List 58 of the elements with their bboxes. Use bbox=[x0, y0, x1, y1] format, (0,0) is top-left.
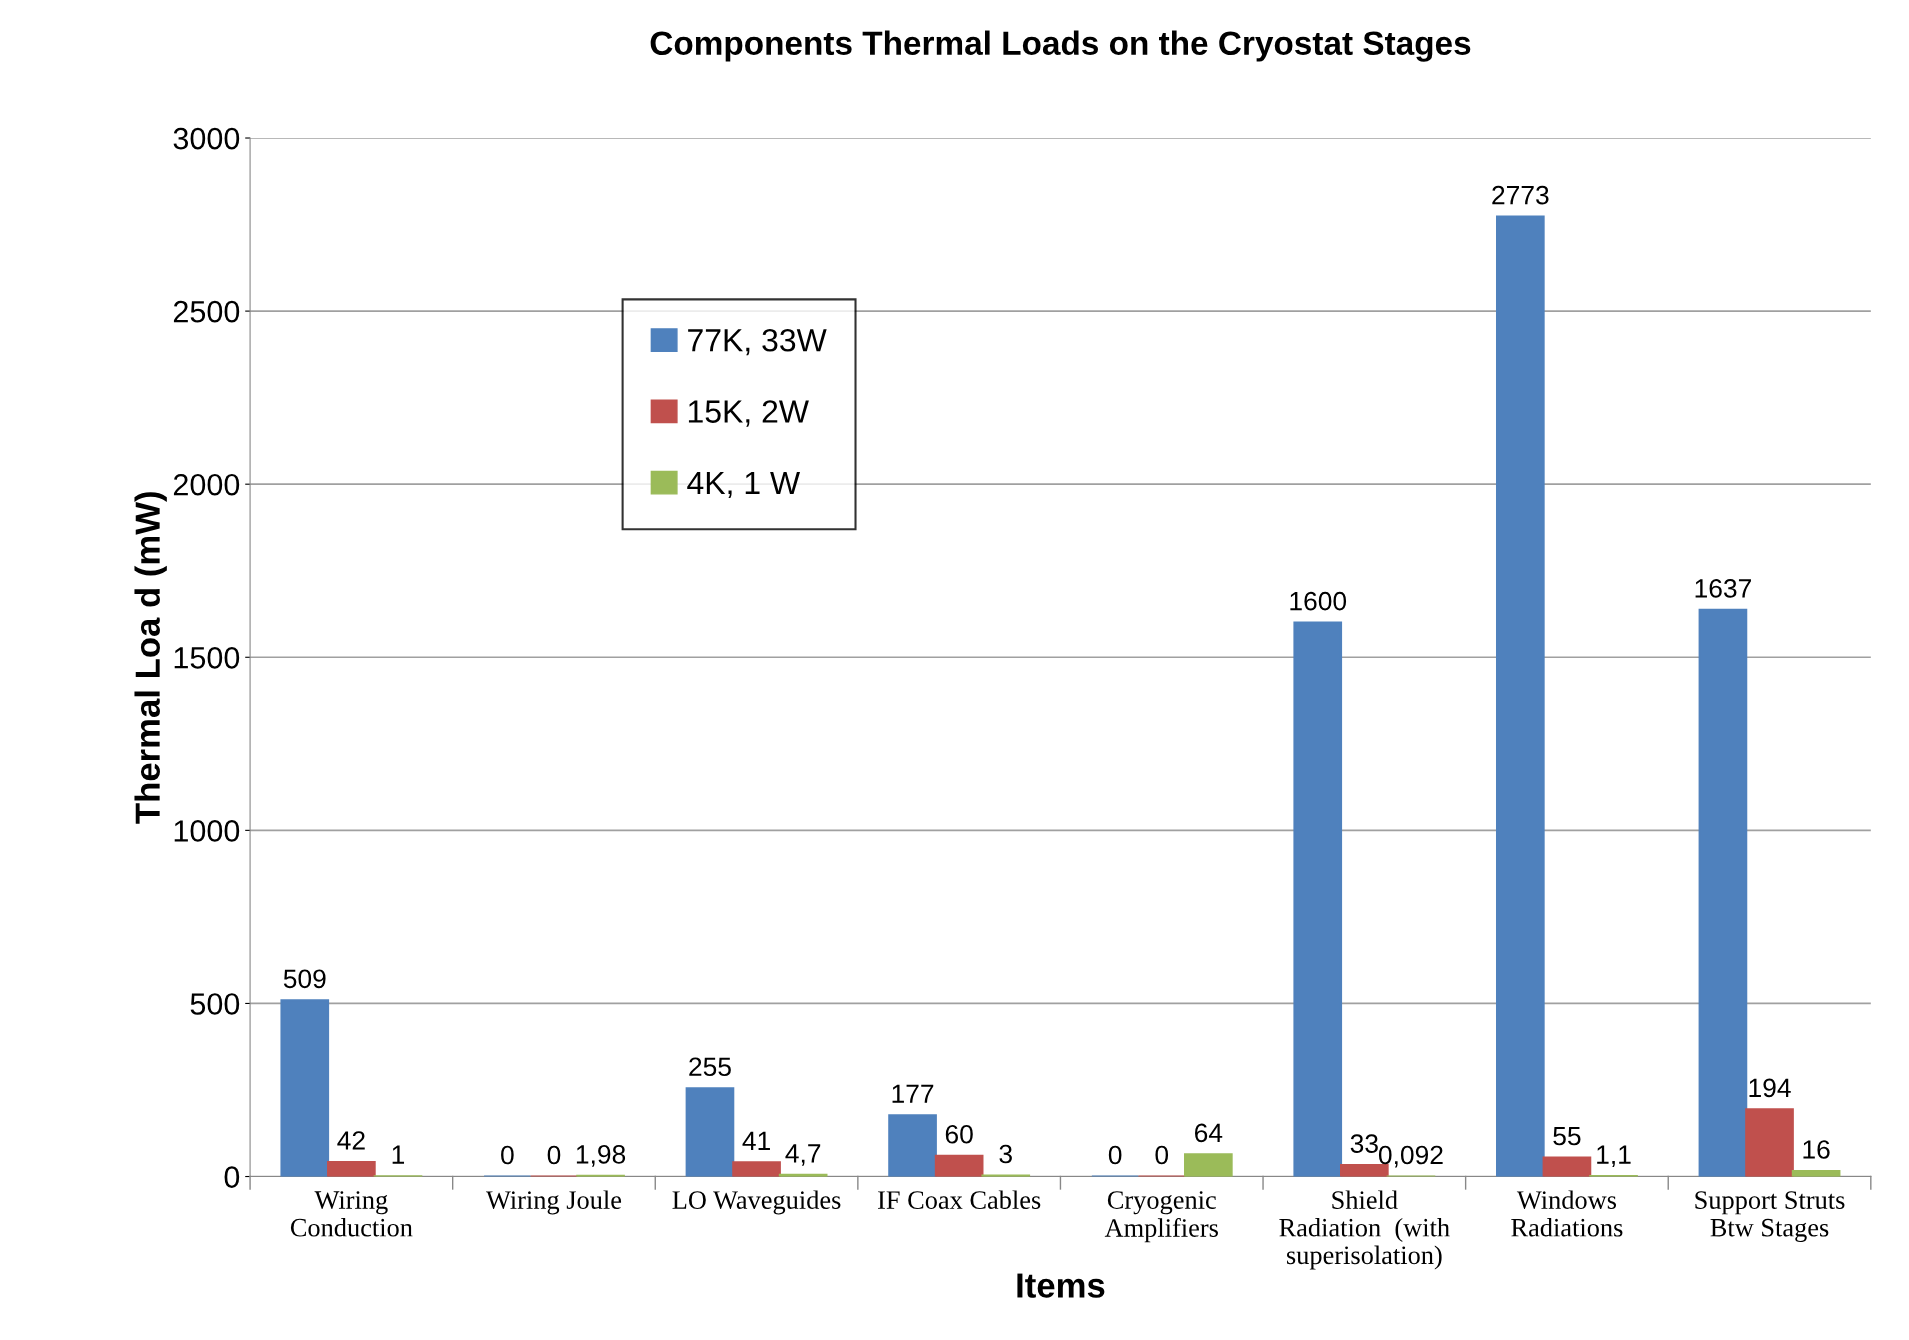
y-tick-label: 3000 bbox=[173, 127, 240, 150]
data-label: 0 bbox=[547, 1145, 561, 1165]
data-label: 0 bbox=[501, 1145, 514, 1165]
bar bbox=[685, 1087, 735, 1177]
bar bbox=[280, 999, 330, 1177]
bar bbox=[1184, 1153, 1233, 1177]
data-label: 60 bbox=[945, 1124, 973, 1144]
data-label: 177 bbox=[892, 1084, 934, 1103]
x-tick-label: IF Coax Cables bbox=[878, 1190, 1041, 1209]
x-tick-label: Wiring Joule bbox=[486, 1190, 622, 1215]
data-label: 255 bbox=[689, 1057, 731, 1077]
legend-label: 77K, 33W bbox=[688, 328, 827, 356]
x-tick-label: Support Struts Btw Stages bbox=[1695, 1191, 1845, 1243]
bar bbox=[1293, 621, 1343, 1177]
data-label: 194 bbox=[1749, 1078, 1791, 1098]
bar bbox=[1698, 608, 1748, 1177]
bar bbox=[1542, 1156, 1592, 1177]
bar bbox=[1791, 1169, 1841, 1177]
y-tick-label: 1500 bbox=[174, 647, 240, 669]
chart-title: Components Thermal Loads on the Cryostat Stages bbox=[650, 30, 1471, 62]
x-axis-title: Items bbox=[1017, 1273, 1105, 1298]
data-label: 1,98 bbox=[576, 1144, 626, 1167]
y-tick-label: 2000 bbox=[173, 473, 240, 496]
legend-label: 4K, 1 W bbox=[687, 471, 801, 498]
x-tick-label: Cryogenic Amplifiers bbox=[1104, 1191, 1218, 1243]
bar bbox=[1496, 215, 1545, 1177]
data-label: 3 bbox=[999, 1144, 1012, 1164]
data-label: 16 bbox=[1803, 1140, 1830, 1159]
data-label: 4,7 bbox=[785, 1144, 821, 1166]
x-tick-label: Windows Radiations bbox=[1511, 1190, 1623, 1237]
x-tick-label: Shield Radiation (with superisolation) bbox=[1279, 1190, 1450, 1270]
y-tick-label: 2500 bbox=[173, 300, 240, 323]
bar bbox=[327, 1160, 376, 1177]
data-label: 33 bbox=[1350, 1134, 1378, 1153]
bar bbox=[1745, 1108, 1794, 1177]
data-label: 1637 bbox=[1695, 579, 1751, 598]
data-label: 1 bbox=[392, 1145, 405, 1164]
data-label: 2773 bbox=[1492, 185, 1549, 205]
data-label: 64 bbox=[1195, 1123, 1223, 1143]
data-label: 1,1 bbox=[1597, 1145, 1631, 1168]
bar bbox=[732, 1161, 781, 1177]
data-label: 41 bbox=[742, 1131, 770, 1150]
y-tick-label: 1000 bbox=[174, 820, 240, 842]
data-label: 1600 bbox=[1290, 591, 1347, 611]
data-label: 0 bbox=[1108, 1145, 1122, 1165]
y-axis-title: Thermal Loa d (mW) bbox=[134, 492, 167, 824]
y-tick-label: 500 bbox=[190, 993, 240, 1015]
data-label: 55 bbox=[1553, 1126, 1581, 1146]
data-label: 0 bbox=[1155, 1145, 1169, 1165]
x-tick-label: LO Waveguides bbox=[672, 1190, 841, 1215]
data-label: 0,092 bbox=[1378, 1145, 1443, 1168]
x-tick-label: Wiring Conduction bbox=[290, 1191, 413, 1237]
bar bbox=[888, 1114, 937, 1177]
bar bbox=[934, 1154, 984, 1177]
legend-label: 15K, 2W bbox=[688, 400, 809, 427]
y-tick-label: 0 bbox=[224, 1166, 240, 1188]
data-label: 509 bbox=[283, 969, 326, 989]
data-label: 42 bbox=[337, 1131, 365, 1150]
